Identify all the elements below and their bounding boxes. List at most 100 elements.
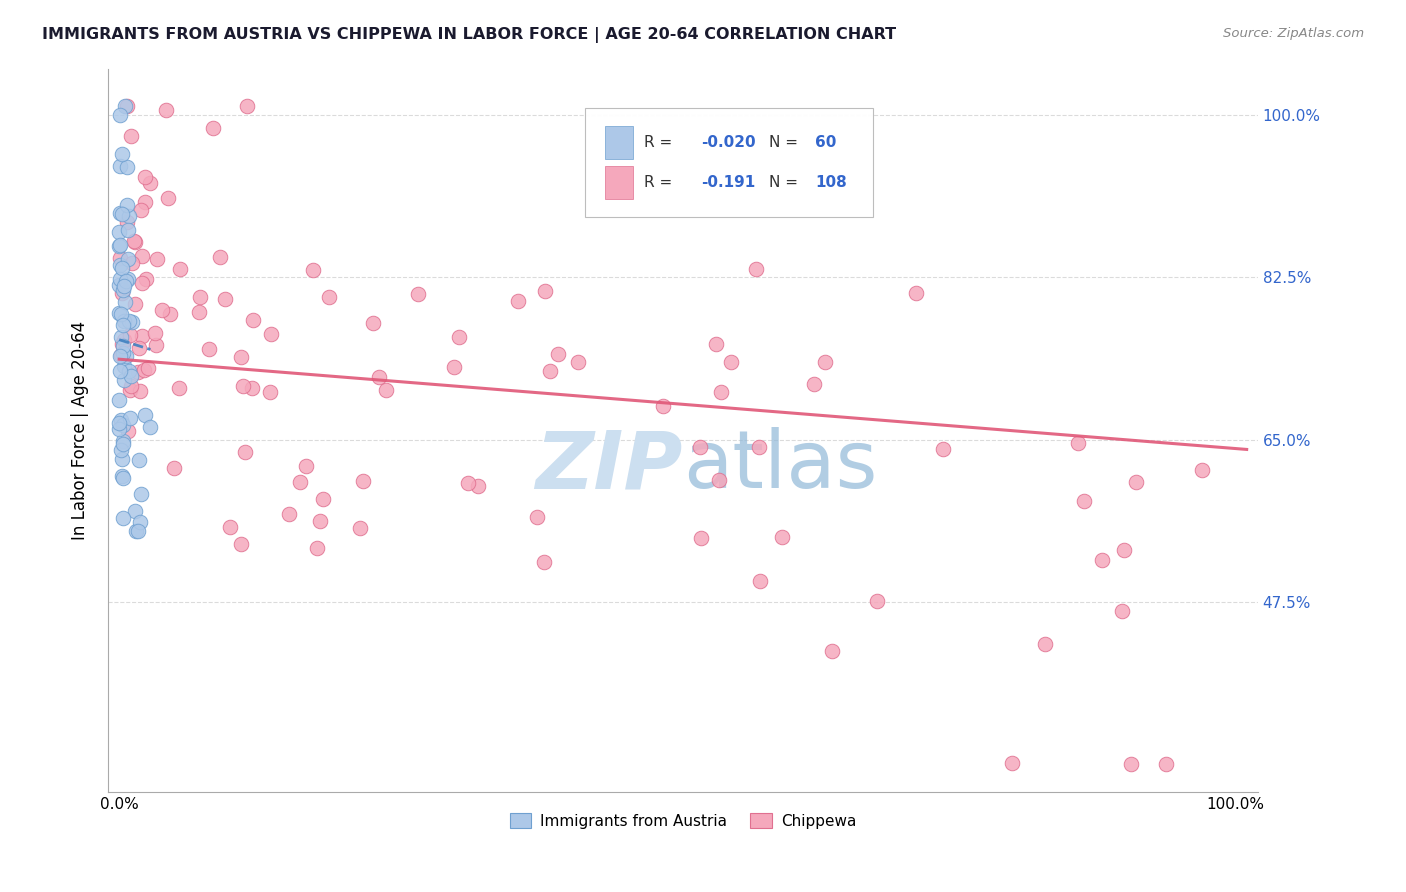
Point — [108, 392, 131, 407]
Point — [110, 207, 132, 221]
Point — [163, 460, 186, 475]
Point — [111, 283, 134, 297]
Point — [111, 469, 134, 483]
Text: R =: R = — [644, 135, 676, 150]
Point — [233, 445, 256, 459]
Point — [117, 252, 139, 267]
Point — [115, 197, 138, 211]
Point — [689, 531, 711, 545]
Point — [114, 98, 136, 112]
Point — [259, 385, 281, 400]
Point — [112, 471, 135, 485]
Point — [120, 410, 142, 425]
Point — [748, 440, 770, 454]
Point — [349, 521, 371, 535]
Text: 60: 60 — [815, 135, 837, 150]
Point — [278, 507, 301, 521]
Point — [526, 510, 548, 524]
Point — [117, 272, 139, 286]
Point — [112, 339, 135, 353]
Point — [117, 222, 139, 236]
Point — [112, 359, 135, 374]
Point — [188, 305, 211, 319]
Point — [689, 440, 711, 454]
Point — [1033, 637, 1056, 651]
Point — [124, 234, 146, 248]
Point — [406, 286, 429, 301]
Point — [198, 343, 221, 357]
Point — [720, 355, 742, 369]
Point — [1111, 605, 1133, 619]
Point — [110, 108, 132, 122]
Point — [121, 256, 143, 270]
Point — [533, 555, 555, 569]
Point — [146, 252, 169, 266]
Point — [707, 473, 730, 487]
Point — [710, 385, 733, 400]
Point — [118, 327, 141, 342]
Point — [128, 453, 150, 467]
Point — [124, 504, 146, 518]
Point — [118, 314, 141, 328]
Point — [111, 318, 134, 332]
Point — [108, 277, 131, 292]
Text: -0.020: -0.020 — [702, 135, 756, 150]
Point — [236, 98, 259, 112]
Point — [1119, 757, 1142, 772]
Point — [745, 262, 768, 277]
Point — [127, 524, 149, 538]
Point — [231, 350, 253, 364]
Point — [218, 520, 240, 534]
Point — [118, 364, 141, 378]
Point — [108, 422, 131, 436]
Point — [905, 286, 928, 301]
Point — [1066, 436, 1088, 450]
Point — [136, 361, 159, 376]
Point — [240, 381, 263, 395]
Point — [115, 274, 138, 288]
Point — [108, 416, 131, 430]
Bar — [605, 166, 634, 199]
Point — [157, 191, 180, 205]
Point — [749, 574, 772, 588]
Point — [111, 434, 134, 449]
Point — [108, 239, 131, 253]
Point — [368, 369, 391, 384]
Text: N =: N = — [769, 176, 803, 190]
Point — [110, 307, 132, 321]
Point — [110, 330, 132, 344]
Point — [111, 511, 134, 525]
Point — [108, 238, 131, 252]
Point — [229, 537, 252, 551]
Point — [538, 364, 561, 378]
Point — [131, 249, 153, 263]
Point — [169, 261, 191, 276]
Point — [114, 349, 136, 363]
Point — [143, 326, 166, 340]
Point — [290, 475, 312, 490]
Point — [188, 290, 211, 304]
Point — [111, 260, 134, 275]
Point — [111, 452, 134, 467]
Point — [110, 413, 132, 427]
Point — [803, 377, 825, 392]
Point — [108, 271, 131, 285]
Point — [305, 541, 328, 556]
Point — [1073, 493, 1095, 508]
Point — [110, 258, 132, 272]
Point — [124, 235, 146, 249]
Point — [120, 369, 142, 384]
Point — [129, 384, 152, 399]
Point — [118, 210, 141, 224]
FancyBboxPatch shape — [585, 108, 873, 217]
Text: Source: ZipAtlas.com: Source: ZipAtlas.com — [1223, 27, 1364, 40]
Text: ZIP: ZIP — [536, 427, 683, 506]
Point — [932, 442, 955, 457]
Point — [260, 326, 283, 341]
Point — [110, 348, 132, 362]
Point — [821, 644, 844, 658]
Point — [112, 417, 135, 432]
Point — [117, 424, 139, 438]
Y-axis label: In Labor Force | Age 20-64: In Labor Force | Age 20-64 — [72, 321, 89, 540]
Point — [361, 317, 384, 331]
